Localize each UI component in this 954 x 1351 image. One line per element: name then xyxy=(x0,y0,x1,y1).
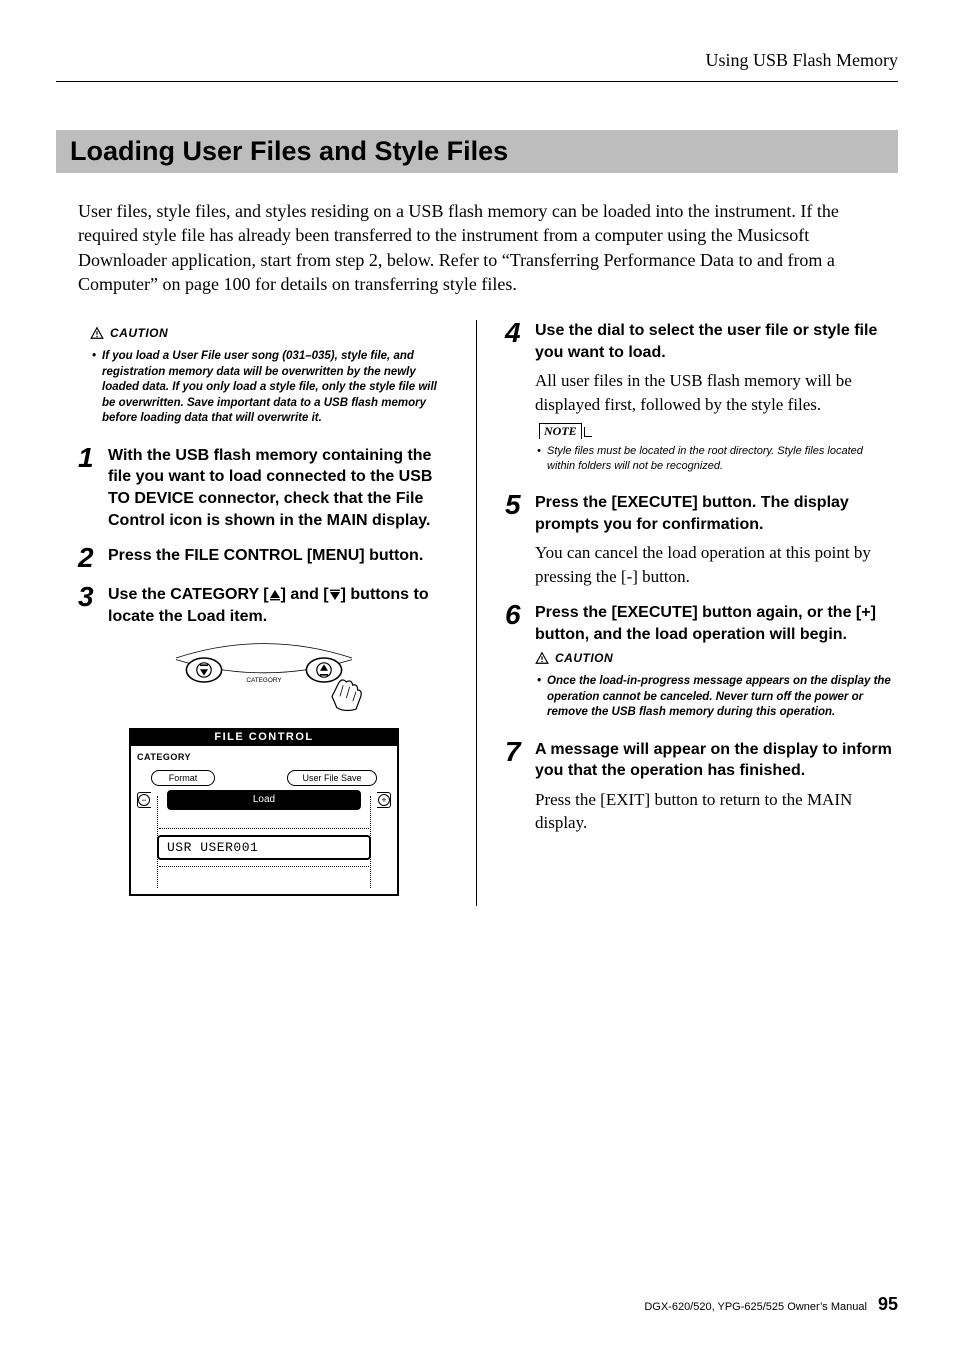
caution-heading: CAUTION xyxy=(90,326,168,340)
step-body: You can cancel the load operation at thi… xyxy=(535,541,894,588)
lcd-screen-diagram: FILE CONTROL CATEGORY Format User File S… xyxy=(129,728,399,896)
lcd-dots xyxy=(159,828,369,829)
caution-box-1: CAUTION If you load a User File user son… xyxy=(90,326,450,427)
caution-heading: CAUTION xyxy=(535,651,613,665)
note-heading: NOTE xyxy=(535,422,602,440)
step-1: 1 With the USB flash memory containing t… xyxy=(78,445,450,531)
two-column-layout: CAUTION If you load a User File user son… xyxy=(56,320,898,905)
step-number: 2 xyxy=(78,545,100,570)
warning-icon xyxy=(535,651,549,665)
rule-top xyxy=(56,81,898,82)
lcd-category-label: CATEGORY xyxy=(137,752,391,762)
step-6: 6 Press the [EXECUTE] button again, or t… xyxy=(505,602,894,645)
lcd-center-item: Load xyxy=(167,790,361,810)
note-label: NOTE xyxy=(539,423,582,439)
note-box: NOTE Style files must be located in the … xyxy=(535,422,894,474)
note-list: Style files must be located in the root … xyxy=(537,444,894,474)
lcd-bracket-left xyxy=(137,792,151,808)
caution-label: CAUTION xyxy=(110,326,168,340)
lcd-bracket-right xyxy=(377,792,391,808)
lcd-body: CATEGORY Format User File Save − + Load xyxy=(129,746,399,896)
footer-page-number: 95 xyxy=(878,1294,898,1314)
lcd-dots xyxy=(159,866,369,867)
step-7: 7 A message will appear on the display t… xyxy=(505,739,894,782)
lcd-title: FILE CONTROL xyxy=(129,728,399,746)
section-title-bar: Loading User Files and Style Files xyxy=(56,130,898,173)
diagram-svg: CATEGORY xyxy=(159,642,369,714)
caution-box-2: CAUTION Once the load-in-progress messag… xyxy=(535,651,894,721)
diagram-label: CATEGORY xyxy=(246,677,282,684)
step-heading: With the USB flash memory containing the… xyxy=(108,445,450,531)
step-number: 1 xyxy=(78,445,100,531)
section-title: Loading User Files and Style Files xyxy=(70,136,884,167)
note-text: Style files must be located in the root … xyxy=(537,444,894,474)
step-heading: A message will appear on the display to … xyxy=(535,739,894,782)
running-head: Using USB Flash Memory xyxy=(56,50,898,71)
step-2: 2 Press the FILE CONTROL [MENU] button. xyxy=(78,545,450,570)
lcd-selection: USR USER001 xyxy=(157,822,371,873)
step-number: 5 xyxy=(505,492,527,535)
step-heading: Use the CATEGORY [] and [] buttons to lo… xyxy=(108,584,450,627)
step-body: Press the [EXIT] button to return to the… xyxy=(535,788,894,835)
page-footer: DGX-620/520, YPG-625/525 Owner’s Manual … xyxy=(644,1294,898,1315)
intro-paragraph: User files, style files, and styles resi… xyxy=(78,199,878,296)
category-buttons-diagram: CATEGORY xyxy=(129,642,399,714)
step-heading: Press the FILE CONTROL [MENU] button. xyxy=(108,545,423,570)
step-number: 7 xyxy=(505,739,527,782)
category-up-icon xyxy=(269,589,281,601)
caution-text: If you load a User File user song (031–0… xyxy=(92,349,450,427)
column-right: 4 Use the dial to select the user file o… xyxy=(477,320,898,905)
step-heading: Press the [EXECUTE] button again, or the… xyxy=(535,602,894,645)
step-3: 3 Use the CATEGORY [] and [] buttons to … xyxy=(78,584,450,627)
step-number: 3 xyxy=(78,584,100,627)
step-number: 4 xyxy=(505,320,527,363)
page: Using USB Flash Memory Loading User File… xyxy=(0,0,954,1351)
step-heading: Press the [EXECUTE] button. The display … xyxy=(535,492,894,535)
lcd-selected-file: USR USER001 xyxy=(157,835,371,860)
lcd-row: Format User File Save − + Load xyxy=(137,764,391,804)
column-left: CAUTION If you load a User File user son… xyxy=(56,320,477,905)
caution-list: If you load a User File user song (031–0… xyxy=(92,349,450,427)
step-number: 6 xyxy=(505,602,527,645)
step-heading: Use the dial to select the user file or … xyxy=(535,320,894,363)
lcd-left-slot: Format xyxy=(151,770,215,786)
note-tick-icon xyxy=(584,427,592,437)
caution-list: Once the load-in-progress message appear… xyxy=(537,674,894,721)
step-body: All user files in the USB flash memory w… xyxy=(535,369,894,416)
step-5: 5 Press the [EXECUTE] button. The displa… xyxy=(505,492,894,535)
caution-text: Once the load-in-progress message appear… xyxy=(537,674,894,721)
step-4: 4 Use the dial to select the user file o… xyxy=(505,320,894,363)
warning-icon xyxy=(90,326,104,340)
category-down-icon xyxy=(329,589,341,601)
caution-label: CAUTION xyxy=(555,651,613,665)
footer-model: DGX-620/520, YPG-625/525 Owner’s Manual xyxy=(644,1301,867,1313)
lcd-right-slot: User File Save xyxy=(287,770,377,786)
